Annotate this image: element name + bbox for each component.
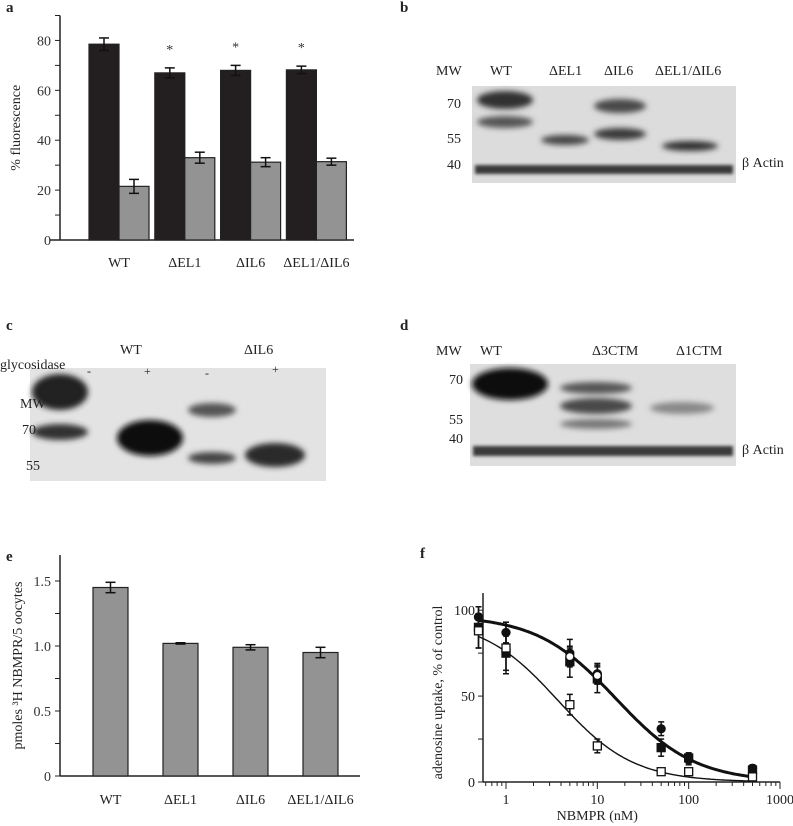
x-tick-label: 10: [590, 793, 604, 808]
x-tick-label: WT: [108, 256, 130, 271]
x-tick-label: 1: [502, 793, 509, 808]
data-point-open-circle: [592, 670, 602, 681]
panel-b-label: b: [400, 0, 409, 16]
blot-d-image: [470, 364, 736, 466]
blot-b-marker-70: 70: [447, 97, 461, 112]
bar: [220, 69, 252, 241]
bar: [162, 642, 199, 777]
y-tick-label: 20: [37, 184, 51, 199]
significance-marker: *: [298, 41, 305, 56]
y-tick-label: 0.5: [34, 705, 52, 720]
data-point-open-square: [592, 741, 602, 751]
y-tick-label: 60: [37, 84, 51, 99]
blot-c-treatment-label: glycosidase: [0, 358, 66, 373]
x-axis-label: NBMPR (nM): [557, 809, 639, 824]
bar: [315, 161, 347, 241]
data-point-open-square: [565, 700, 575, 710]
blot-d-marker-40: 40: [449, 432, 463, 447]
data-point-open-square: [747, 772, 758, 782]
blot-d-lane-wt: WT: [480, 344, 502, 359]
y-tick-label: 0: [468, 776, 475, 791]
blot-c-sign-4: +: [272, 362, 279, 376]
blot-c-mw-label: MW: [20, 397, 46, 412]
data-point-open-square: [501, 643, 511, 653]
blot-b-marker-55: 55: [447, 132, 461, 147]
blot-b-lane-wt: WT: [490, 64, 512, 79]
panel-f-label: f: [420, 546, 425, 562]
y-axis-label: pmoles ³H NBMPR/5 oocytes: [11, 582, 26, 750]
x-tick-label: ΔEL1: [164, 793, 197, 808]
y-tick-label: 1.0: [34, 640, 52, 655]
data-point-filled-square: [684, 753, 694, 763]
y-axis-label: adenosine uptake, % of control: [431, 606, 446, 780]
bar: [285, 69, 317, 241]
blot-b-lane-el1: ΔEL1: [549, 64, 583, 79]
y-tick-label: 100: [454, 604, 475, 619]
x-tick-label: 100: [678, 793, 699, 808]
bar: [302, 651, 339, 777]
y-tick-label: 50: [461, 690, 475, 705]
blot-c-group-il6: ΔIL6: [244, 343, 274, 358]
x-tick-label: ΔEL1: [168, 256, 201, 271]
significance-marker: *: [166, 43, 173, 58]
blot-b-lane-el1-il6: ΔEL1/ΔIL6: [655, 64, 722, 79]
blot-c-sign-2: +: [144, 364, 151, 378]
bar: [154, 72, 186, 241]
x-tick-label: ΔEL1/ΔIL6: [283, 256, 349, 271]
fit-curve-thick: [478, 618, 751, 779]
blot-c-sign-3: -: [205, 366, 209, 380]
x-tick-label: ΔIL6: [236, 256, 265, 271]
significance-marker: *: [232, 40, 239, 55]
blot-d-marker-70: 70: [449, 373, 463, 388]
bar: [88, 43, 120, 241]
blot-d-marker-55: 55: [449, 413, 463, 428]
y-tick-label: 40: [37, 134, 51, 149]
x-tick-label: ΔEL1/ΔIL6: [287, 793, 353, 808]
blot-c-marker-70: 70: [22, 423, 36, 438]
blot-b-marker-40: 40: [447, 158, 461, 173]
blot-d-lane-3ctm: Δ3CTM: [592, 344, 639, 359]
data-point-filled-circle: [656, 724, 666, 734]
data-point-open-square: [656, 767, 666, 777]
x-tick-label: WT: [100, 793, 122, 808]
y-tick-label: 0: [44, 234, 51, 249]
data-point-open-circle: [565, 651, 575, 662]
fit-curve-thin: [478, 635, 751, 782]
blot-d-lane-1ctm: Δ1CTM: [676, 344, 723, 359]
y-tick-label: 1.5: [34, 575, 52, 590]
data-point-filled-square: [656, 742, 666, 753]
x-tick-label: ΔIL6: [236, 793, 265, 808]
blot-b-mw-label: MW: [436, 64, 462, 79]
bar: [184, 157, 216, 241]
blot-c-sign-1: -: [87, 364, 91, 378]
blot-c-marker-55: 55: [26, 459, 40, 474]
panel-d-label: d: [400, 318, 409, 334]
panel-a-label: a: [6, 0, 14, 16]
blot-b-lane-il6: ΔIL6: [604, 64, 634, 79]
bar: [250, 161, 282, 241]
data-point-open-square: [473, 626, 484, 636]
y-axis-label: % fluorescence: [9, 85, 24, 171]
data-point-open-square: [684, 767, 694, 777]
blot-d-mw-label: MW: [436, 344, 462, 359]
y-tick-label: 0: [44, 770, 51, 785]
panel-e-label: e: [6, 549, 13, 565]
blot-b-actin-label: β Actin: [742, 156, 784, 171]
panel-c-label: c: [6, 318, 13, 334]
bar: [232, 646, 269, 777]
blot-c-group-wt: WT: [120, 343, 142, 358]
bar: [92, 586, 129, 777]
x-tick-label: 1000: [766, 793, 793, 808]
blot-b-image: [472, 86, 736, 183]
y-tick-label: 80: [37, 34, 51, 49]
blot-c-image: [30, 368, 326, 481]
blot-d-actin-label: β Actin: [742, 443, 784, 458]
